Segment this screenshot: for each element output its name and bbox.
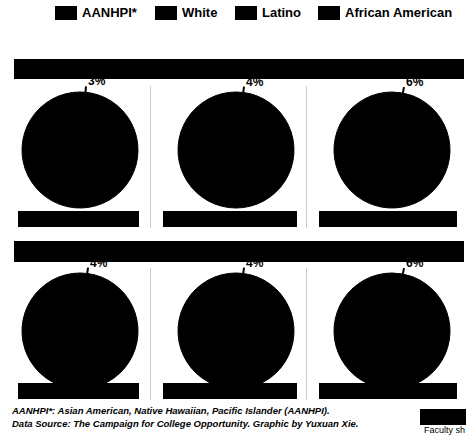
- html-text:Faculty sh: Faculty sh: [424, 425, 465, 435]
- svg-text:6%: 6%: [406, 256, 424, 270]
- html-text:Data Source: The Campaign for: Data Source: The Campaign for College Op…: [12, 418, 359, 429]
- svg-text:6%: 6%: [406, 75, 424, 89]
- svg-text:4%: 4%: [246, 256, 264, 270]
- html-text:Latino: Latino: [262, 5, 301, 20]
- svg-text:4%: 4%: [246, 75, 264, 89]
- html-text:AANHPI*: Asian American, Nativ: AANHPI*: Asian American, Native Hawaiian…: [12, 405, 330, 416]
- html-text:African American: African American: [345, 5, 453, 20]
- html-text:White: White: [182, 5, 218, 20]
- html-text:AANHPI*: AANHPI*: [82, 5, 137, 20]
- svg-text:4%: 4%: [90, 256, 108, 270]
- svg-text:3%: 3%: [88, 74, 106, 88]
